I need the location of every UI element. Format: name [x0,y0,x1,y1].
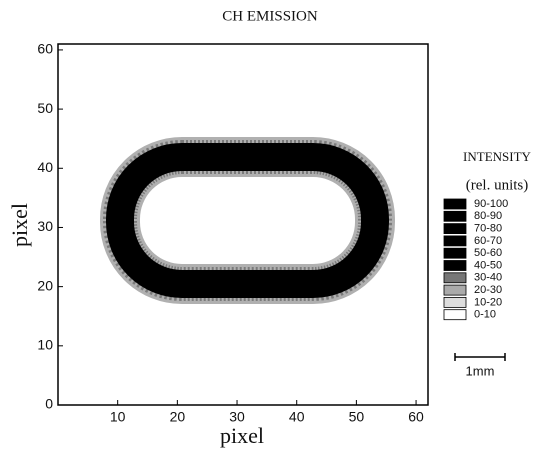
legend-swatch [444,261,466,271]
x-tick-label: 40 [289,409,305,425]
y-tick-label: 40 [37,159,53,175]
x-tick-label: 20 [170,409,186,425]
legend-label: 60-70 [474,235,502,247]
y-tick-label: 10 [37,337,53,353]
y-tick-label: 0 [45,396,53,412]
x-tick-label: 50 [349,409,365,425]
legend-label: 70-80 [474,223,502,235]
legend-label: 40-50 [474,259,502,271]
legend-swatch [444,199,466,209]
legend-label: 50-60 [474,247,502,259]
y-tick-label: 50 [37,100,53,116]
legend-swatch [444,248,466,258]
legend-swatch [444,285,466,295]
chart-title: CH EMISSION [222,8,318,24]
emission-ring [120,157,375,284]
legend-label: 20-30 [474,284,502,296]
legend-label: 80-90 [474,210,502,222]
legend-swatch [444,224,466,234]
legend-swatch [444,273,466,283]
legend-swatch [444,211,466,221]
legend-label: 0-10 [474,309,496,321]
x-tick-label: 30 [229,409,245,425]
x-tick-label: 10 [110,409,126,425]
y-tick-label: 20 [37,277,53,293]
y-tick-label: 30 [37,218,53,234]
x-tick-label: 60 [408,409,424,425]
legend-label: 10-20 [474,296,502,308]
x-axis-label: pixel [220,423,264,448]
legend-subtitle: (rel. units) [466,177,528,193]
legend-swatch [444,236,466,246]
y-axis-label: pixel [7,203,32,247]
legend-label: 90-100 [474,198,508,210]
legend-swatch [444,310,466,320]
scale-bar-label: 1mm [466,363,495,378]
legend-label: 30-40 [474,272,502,284]
legend-swatch [444,297,466,307]
figure: CH EMISSION pixel pixel INTENSITY (rel. … [0,0,539,451]
legend-title: INTENSITY [463,149,531,164]
y-tick-label: 60 [37,41,53,57]
